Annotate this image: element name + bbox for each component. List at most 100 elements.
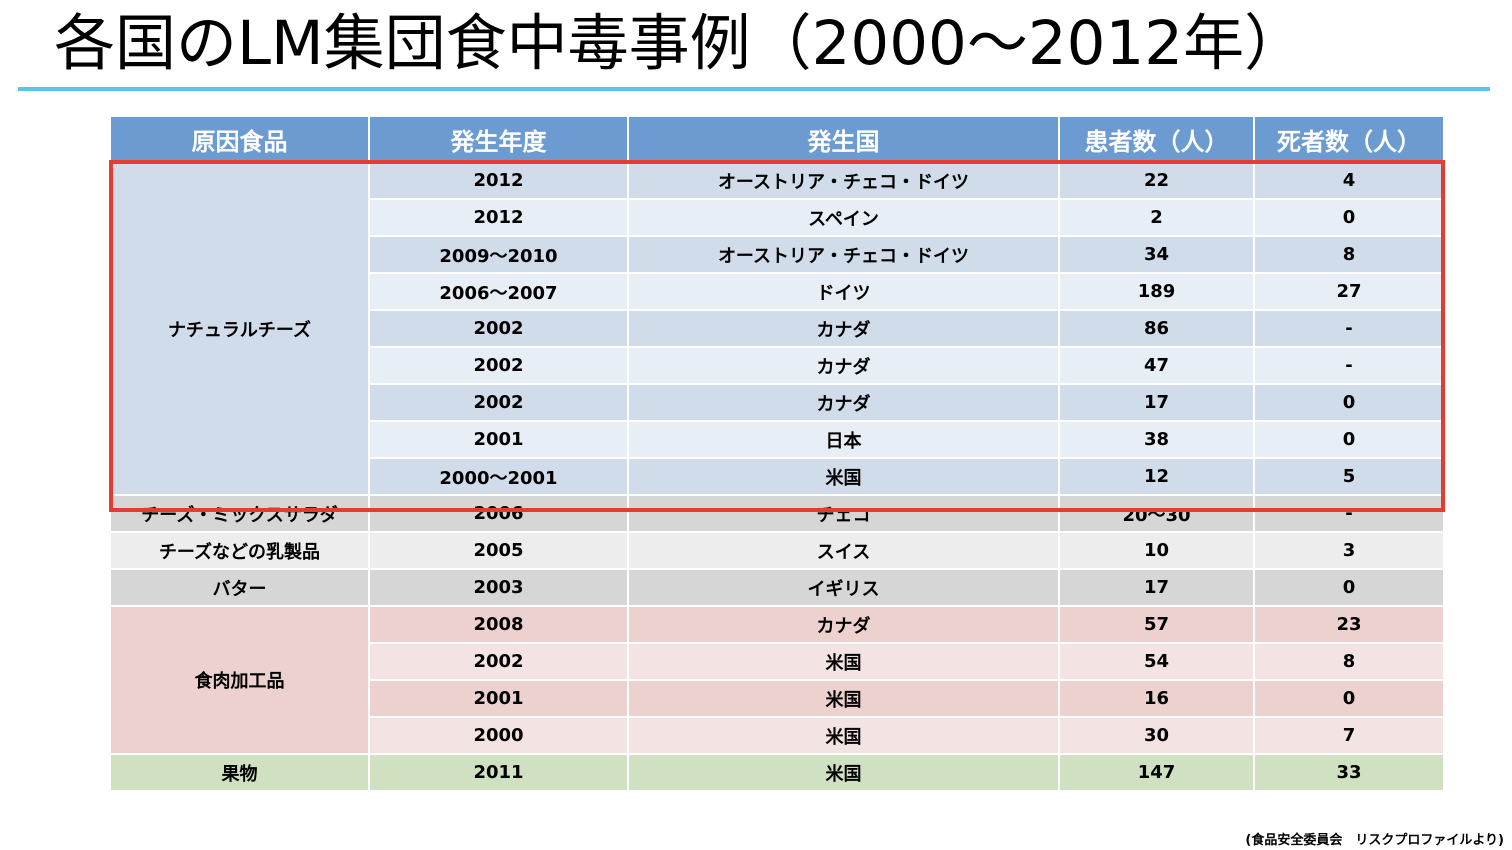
country-cell: カナダ [627,309,1060,348]
patients-cell: 57 [1058,605,1255,644]
patients-cell: 86 [1058,309,1255,348]
country-cell: チェコ [627,494,1060,533]
year-cell: 2006～2007 [368,272,629,311]
deaths-cell: 0 [1253,679,1445,718]
year-cell: 2002 [368,642,629,681]
year-cell: 2008 [368,605,629,644]
deaths-cell: 8 [1253,235,1445,274]
year-cell: 2005 [368,531,629,570]
year-cell: 2001 [368,679,629,718]
country-cell: イギリス [627,568,1060,607]
year-cell: 2009～2010 [368,235,629,274]
year-cell: 2003 [368,568,629,607]
deaths-cell: 3 [1253,531,1445,570]
deaths-cell: 4 [1253,161,1445,200]
deaths-cell: 0 [1253,383,1445,422]
year-cell: 2012 [368,198,629,237]
deaths-cell: 0 [1253,198,1445,237]
table-row: 2012 スペイン 2 0 [110,198,1445,237]
country-cell: カナダ [627,346,1060,385]
patients-cell: 2 [1058,198,1255,237]
year-cell: 2000～2001 [368,457,629,496]
table-row: 2002 米国 54 8 [110,642,1445,681]
table-row: 2002 カナダ 47 - [110,346,1445,385]
patients-cell: 38 [1058,420,1255,459]
country-cell: 日本 [627,420,1060,459]
year-cell: 2012 [368,161,629,200]
table-row: 果物 2011 米国 147 33 [109,753,1445,792]
table-row: ナチュラルチーズ 2012 オーストリア・チェコ・ドイツ 22 4 [109,161,1445,496]
patients-cell: 22 [1058,161,1255,200]
year-cell: 2002 [368,309,629,348]
deaths-cell: 33 [1253,753,1445,792]
deaths-cell: 0 [1253,568,1445,607]
category-processed-meat: 食肉加工品 [109,605,370,755]
patients-cell: 10 [1058,531,1255,570]
table-row: 2000 米国 30 7 [110,716,1445,755]
patients-cell: 20～30 [1058,494,1255,533]
header-year: 発生年度 [368,115,629,163]
table-row: 2006～2007 ドイツ 189 27 [110,272,1445,311]
country-cell: 米国 [627,457,1060,496]
patients-cell: 12 [1058,457,1255,496]
year-cell: 2011 [368,753,629,792]
category-cell: 果物 [109,753,370,792]
patients-cell: 16 [1058,679,1255,718]
patients-cell: 47 [1058,346,1255,385]
table-row: 2002 カナダ 17 0 [110,383,1445,422]
country-cell: オーストリア・チェコ・ドイツ [627,235,1060,274]
deaths-cell: 0 [1253,420,1445,459]
table-row: チーズ・ミックスサラダ 2006 チェコ 20～30 - [109,494,1445,533]
patients-cell: 34 [1058,235,1255,274]
outbreak-table: 原因食品 発生年度 発生国 患者数（人） 死者数（人） ナチュラルチーズ 201… [109,115,1445,792]
deaths-cell: - [1253,346,1445,385]
patients-cell: 54 [1058,642,1255,681]
year-cell: 2002 [368,383,629,422]
deaths-cell: 5 [1253,457,1445,496]
country-cell: 米国 [627,679,1060,718]
page-title: 各国のLM集団食中毒事例（2000～2012年） [54,8,1306,79]
country-cell: 米国 [627,716,1060,755]
country-cell: スペイン [627,198,1060,237]
table-row: 2009～2010 オーストリア・チェコ・ドイツ 34 8 [110,235,1445,274]
patients-cell: 17 [1058,383,1255,422]
patients-cell: 17 [1058,568,1255,607]
country-cell: オーストリア・チェコ・ドイツ [627,161,1060,200]
country-cell: カナダ [627,383,1060,422]
deaths-cell: 23 [1253,605,1445,644]
patients-cell: 30 [1058,716,1255,755]
table-row: 2002 カナダ 86 - [110,309,1445,348]
country-cell: 米国 [627,753,1060,792]
country-cell: スイス [627,531,1060,570]
patients-cell: 189 [1058,272,1255,311]
year-cell: 2001 [368,420,629,459]
country-cell: カナダ [627,605,1060,644]
table-row: バター 2003 イギリス 17 0 [109,568,1445,607]
country-cell: ドイツ [627,272,1060,311]
table-row: チーズなどの乳製品 2005 スイス 10 3 [109,531,1445,570]
category-cell: チーズなどの乳製品 [109,531,370,570]
header-country: 発生国 [627,115,1060,163]
category-natural-cheese: ナチュラルチーズ [109,161,370,496]
deaths-cell: - [1253,494,1445,533]
year-cell: 2000 [368,716,629,755]
table-row: 食肉加工品 2008 カナダ 57 23 [109,605,1445,755]
country-cell: 米国 [627,642,1060,681]
year-cell: 2006 [368,494,629,533]
deaths-cell: 7 [1253,716,1445,755]
title-underline [18,87,1490,91]
deaths-cell: 27 [1253,272,1445,311]
category-cell: バター [109,568,370,607]
header-cause-food: 原因食品 [109,115,370,163]
table-row: 2001 米国 16 0 [110,679,1445,718]
source-note: (食品安全委員会 リスクプロファイルより) [1245,833,1504,848]
header-deaths: 死者数（人） [1253,115,1445,163]
year-cell: 2002 [368,346,629,385]
table-row: 2001 日本 38 0 [110,420,1445,459]
header-patients: 患者数（人） [1058,115,1255,163]
deaths-cell: 8 [1253,642,1445,681]
patients-cell: 147 [1058,753,1255,792]
table-header-row: 原因食品 発生年度 発生国 患者数（人） 死者数（人） [109,115,1445,163]
deaths-cell: - [1253,309,1445,348]
category-cell: チーズ・ミックスサラダ [109,494,370,533]
